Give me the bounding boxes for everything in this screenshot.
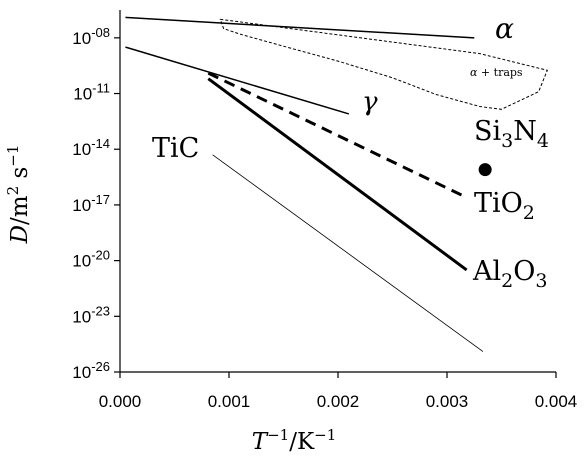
alpha-traps-region (219, 18, 548, 110)
traps-label: α + traps (470, 66, 523, 79)
tio2-label: TiO2 (474, 188, 535, 224)
y-axis-label: D/m2 s−1 (4, 145, 33, 245)
tio2-line (207, 71, 468, 199)
x-axis-label: T−1/K−1 (252, 426, 337, 455)
y-tick-label: 10-14 (72, 136, 110, 159)
x-tick-label: 0.002 (317, 392, 360, 411)
al2o3-line (207, 77, 468, 272)
y-tick-label: 10-17 (72, 192, 110, 215)
si3n4-point (478, 163, 492, 177)
x-tick-label: 0.003 (426, 392, 469, 411)
si3n4-label: Si3N4 (474, 116, 549, 152)
gamma-line (125, 46, 350, 115)
alpha-line (125, 16, 475, 39)
tic-line (212, 154, 484, 352)
x-tick-label: 0.000 (99, 392, 142, 411)
y-tick-label: 10-11 (73, 81, 110, 104)
y-tick-label: 10-08 (72, 25, 110, 48)
annotations: α γ α + traps TiC Si3N4 TiO2 Al2O3 (152, 12, 549, 292)
al2o3-label: Al2O3 (472, 256, 547, 292)
y-tick-label: 10-20 (72, 248, 110, 271)
axes: 0.000 0.001 0.002 0.003 0.004 10-08 10-11 10-14… (72, 10, 577, 411)
x-tick-label: 0.004 (535, 392, 578, 411)
gamma-label: γ (362, 87, 378, 117)
tic-label: TiC (152, 133, 199, 164)
axis-titles: T−1/K−1 D/m2 s−1 (4, 145, 336, 455)
y-tick-label: 10-26 (72, 359, 110, 382)
plot-marks (125, 16, 548, 352)
y-tick-label: 10-23 (72, 303, 110, 326)
alpha-label: α (495, 12, 514, 45)
x-tick-label: 0.001 (208, 392, 251, 411)
